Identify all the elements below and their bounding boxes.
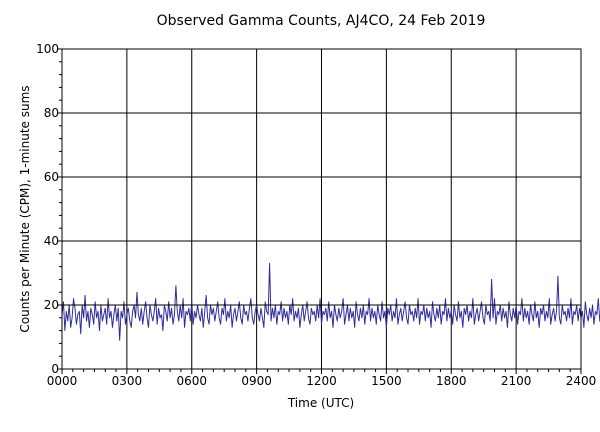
x-tick-label: 1800 [436, 374, 467, 388]
x-tick-label: 0600 [176, 374, 207, 388]
y-tick-label: 20 [44, 298, 59, 312]
grid [62, 49, 581, 369]
x-tick-label: 0300 [112, 374, 143, 388]
x-tick-label: 2400 [566, 374, 597, 388]
axis-ticks: 0000 0300 0600 0900 1200 1500 1800 2100 2400 0 20 4… [36, 42, 596, 388]
y-axis-label: Counts per Minute (CPM), 1-minute sums [18, 85, 32, 332]
y-tick-label: 100 [36, 42, 59, 56]
x-tick-label: 0900 [241, 374, 272, 388]
y-tick-label: 80 [44, 106, 59, 120]
data-series-line [61, 262, 600, 341]
y-tick-label: 40 [44, 234, 59, 248]
x-tick-label: 1500 [371, 374, 402, 388]
chart-title: Observed Gamma Counts, AJ4CO, 24 Feb 201… [157, 13, 486, 29]
x-tick-label: 2100 [501, 374, 532, 388]
x-axis-label: Time (UTC) [287, 396, 354, 410]
y-tick-label: 60 [44, 170, 59, 184]
y-tick-label: 0 [51, 362, 59, 376]
x-tick-label: 0000 [47, 374, 78, 388]
x-tick-label: 1200 [306, 374, 337, 388]
series-group [61, 262, 600, 341]
plot-frame [61, 48, 582, 370]
